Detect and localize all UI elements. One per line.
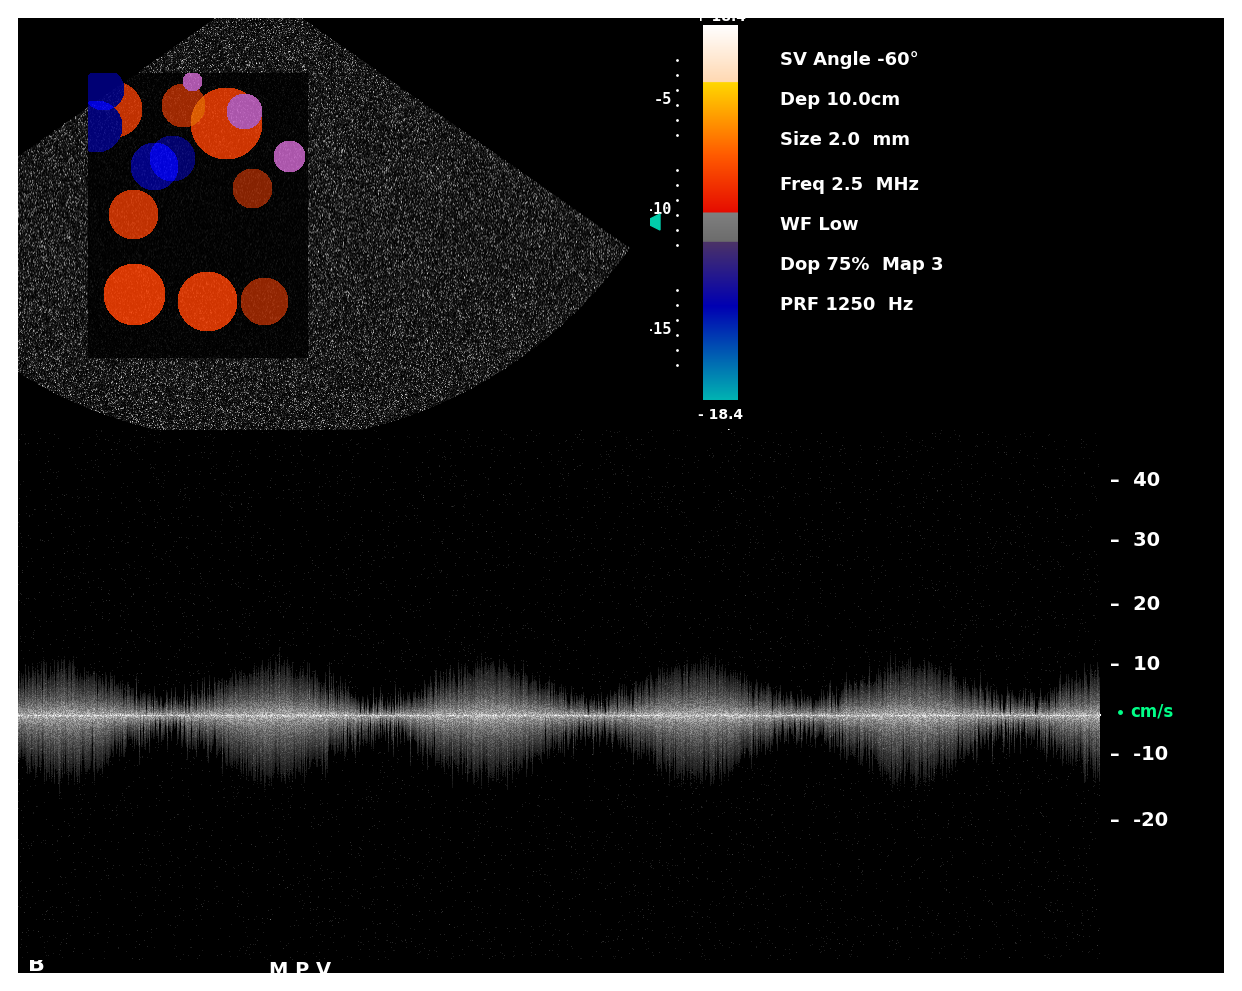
Text: WF Low: WF Low (780, 216, 858, 234)
Text: Freq 2.5  MHz: Freq 2.5 MHz (780, 176, 919, 194)
Text: PRF 1250  Hz: PRF 1250 Hz (780, 296, 913, 314)
Text: -10: -10 (645, 202, 672, 217)
Text: -5: -5 (653, 92, 672, 107)
Text: B: B (29, 955, 45, 975)
Text: –  30: – 30 (1110, 530, 1160, 549)
Text: –  20: – 20 (1110, 596, 1160, 614)
Text: –  10: – 10 (1110, 655, 1160, 675)
Text: cm/s: cm/s (703, 428, 739, 442)
Text: + 18.4: + 18.4 (696, 10, 746, 24)
Text: Size 2.0  mm: Size 2.0 mm (780, 131, 910, 149)
Text: SV Angle -60°: SV Angle -60° (780, 51, 919, 69)
Text: cm/s: cm/s (1130, 703, 1174, 721)
Text: Dep 10.0cm: Dep 10.0cm (780, 91, 900, 109)
Text: - 18.4: - 18.4 (698, 408, 743, 422)
Text: –  -10: – -10 (1110, 745, 1169, 764)
Text: –  40: – 40 (1110, 471, 1160, 490)
Polygon shape (645, 214, 660, 230)
Text: M P V: M P V (270, 960, 332, 979)
Text: –  -20: – -20 (1110, 811, 1169, 829)
Text: -15: -15 (645, 322, 672, 338)
Text: Dop 75%  Map 3: Dop 75% Map 3 (780, 256, 944, 274)
